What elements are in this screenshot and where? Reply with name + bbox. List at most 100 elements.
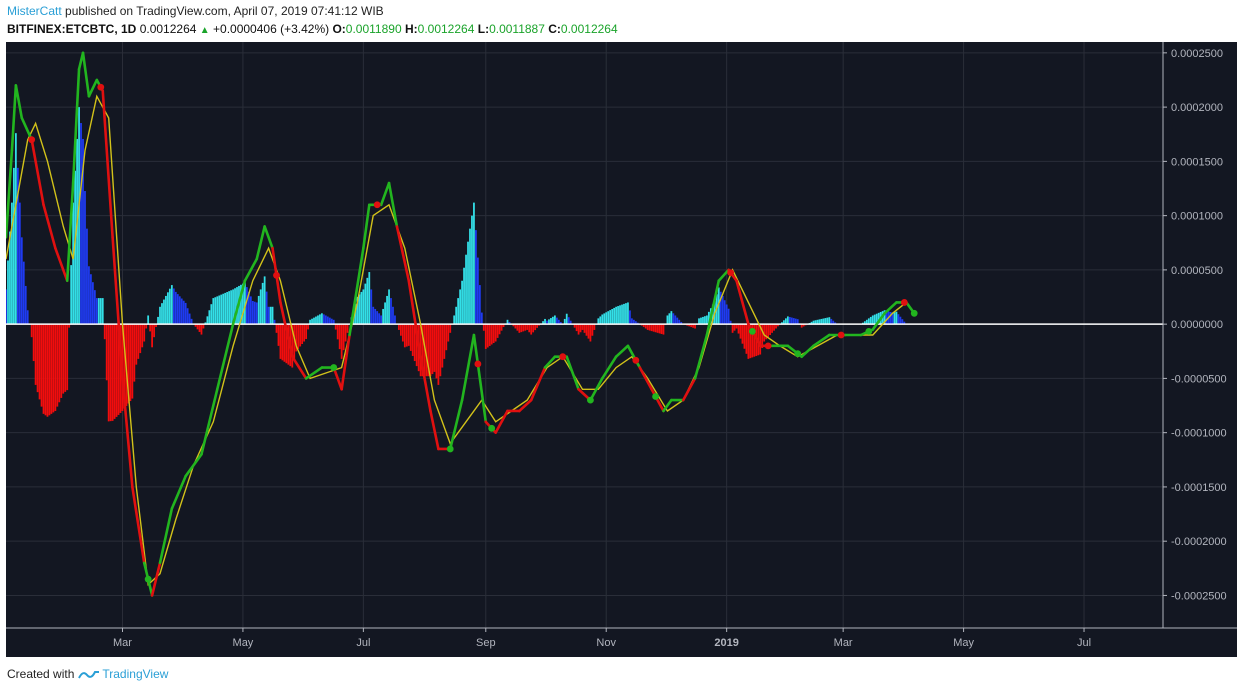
price-change: +0.0000406 (+3.42%) — [213, 22, 330, 36]
histogram-bar — [332, 319, 335, 325]
histogram-bar — [700, 317, 702, 325]
high-label: H: — [404, 22, 418, 36]
histogram-bar — [99, 298, 102, 325]
histogram-bar — [648, 324, 651, 331]
histogram-bar — [16, 167, 19, 325]
bearish-cross-dot — [559, 353, 567, 361]
histogram-bar — [498, 324, 501, 335]
momentum-line-segment — [395, 225, 411, 283]
histogram-bar — [786, 316, 789, 325]
histogram-bar — [240, 284, 242, 325]
momentum-line-segment — [638, 366, 653, 391]
histogram-bar — [34, 324, 37, 385]
histogram-bar — [407, 324, 410, 346]
high-value: 0.0012264 — [417, 22, 475, 36]
histogram-bar — [88, 266, 90, 325]
chart-container[interactable]: 0.0002500 0.0002000 0.0001500 0.0001000 0.00… — [4, 42, 1237, 657]
histogram-bar — [196, 324, 199, 330]
open-value: 0.0011890 — [345, 22, 402, 36]
histogram-bar — [785, 318, 787, 325]
histogram-bar — [579, 324, 582, 333]
momentum-line-segment — [693, 333, 709, 380]
histogram-bar — [105, 324, 108, 381]
histogram-bar — [526, 324, 529, 330]
histogram-bar — [658, 324, 661, 334]
tradingview-link[interactable]: TradingView — [78, 667, 168, 681]
histogram-bar — [794, 318, 797, 325]
momentum-line-segment — [170, 474, 187, 510]
momentum-line-segment — [387, 181, 399, 228]
histogram-bar — [70, 265, 73, 325]
histogram-bar — [309, 319, 311, 325]
histogram-bar — [295, 324, 298, 352]
histogram-bar — [575, 324, 578, 332]
histogram-bar — [502, 324, 505, 328]
histogram-bar — [307, 324, 309, 330]
histogram-bar — [245, 287, 248, 325]
bearish-cross-dot — [727, 269, 735, 277]
histogram-bar — [398, 324, 400, 330]
histogram-bar — [619, 305, 621, 325]
close-value: 0.0012264 — [560, 22, 618, 36]
histogram-bar — [867, 318, 870, 325]
histogram-bar — [113, 324, 116, 419]
histogram-bar — [36, 324, 39, 393]
histogram-bar — [11, 202, 13, 325]
histogram-bar — [873, 314, 876, 325]
histogram-bar — [889, 311, 892, 325]
histogram-bar — [607, 311, 610, 325]
histogram-bar — [775, 324, 777, 329]
histogram-bar — [830, 318, 833, 325]
histogram-bar — [634, 321, 637, 325]
histogram-bar — [234, 288, 236, 325]
momentum-line-segment — [71, 67, 81, 185]
histogram-bar — [84, 191, 86, 325]
histogram-bar — [802, 324, 805, 327]
histogram-bar — [208, 310, 211, 325]
histogram-bar — [370, 289, 373, 325]
histogram-bar — [893, 312, 896, 325]
histogram-bar — [267, 306, 270, 325]
histogram-bar — [7, 260, 9, 325]
bullish-cross-dot — [652, 393, 659, 400]
histogram-bar — [569, 320, 572, 325]
histogram-bar — [431, 324, 434, 375]
histogram-bar — [650, 324, 653, 332]
histogram-bar — [820, 318, 823, 325]
histogram-bar — [145, 324, 148, 329]
histogram-bar — [222, 293, 225, 325]
momentum-line-segment — [407, 279, 422, 359]
histogram-bar — [54, 324, 57, 411]
histogram-bar — [429, 324, 432, 377]
histogram-bar — [143, 324, 146, 342]
histogram-bar — [277, 324, 280, 346]
momentum-line-segment — [4, 149, 14, 239]
histogram-bar — [548, 319, 550, 325]
histogram-bar — [188, 313, 191, 325]
histogram-bar — [492, 324, 495, 343]
histogram-bar — [273, 319, 276, 325]
histogram-bar — [305, 324, 307, 340]
histogram-bar — [66, 324, 69, 391]
histogram-bar — [303, 324, 306, 342]
histogram-bar — [731, 324, 734, 333]
histogram-bar — [190, 318, 193, 325]
histogram-bar — [646, 324, 649, 330]
histogram-bar — [425, 324, 428, 377]
momentum-line-segment — [10, 84, 18, 152]
histogram-bar — [692, 324, 694, 328]
histogram-bar — [315, 316, 317, 325]
histogram-bar — [814, 320, 817, 325]
chart-svg[interactable]: 0.0002500 0.0002000 0.0001500 0.0001000 0.00… — [4, 42, 1237, 657]
histogram-bar — [783, 320, 785, 325]
histogram-bar — [82, 138, 84, 325]
histogram-bar — [76, 138, 78, 325]
histogram-bar — [168, 288, 171, 325]
momentum-line-segment — [340, 333, 351, 391]
histogram-bar — [212, 298, 215, 325]
histogram-bar — [135, 324, 138, 365]
momentum-line-segment — [614, 344, 630, 359]
histogram-bar — [644, 324, 647, 329]
author-name[interactable]: MisterCatt — [7, 4, 62, 18]
momentum-line-segment — [65, 181, 75, 283]
